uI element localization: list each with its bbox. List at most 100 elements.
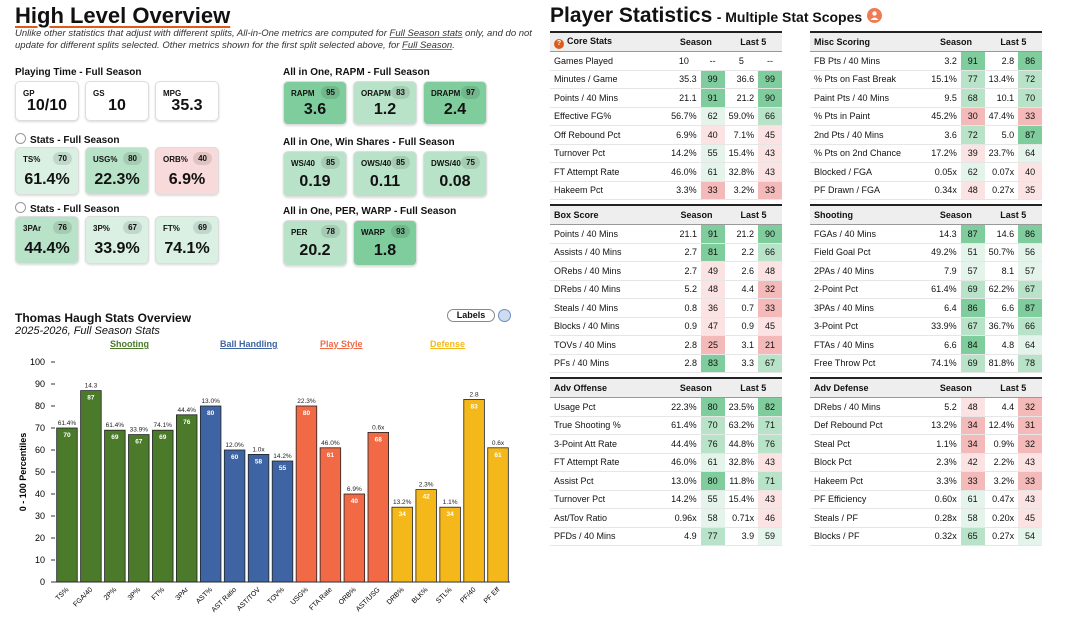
- percentile-cell: 57: [1018, 261, 1042, 281]
- bar-stat-label: 1.1%: [443, 499, 458, 506]
- x-category-label: ORB%: [338, 586, 358, 606]
- card-value: 6.9%: [168, 171, 206, 188]
- row-label: Ast/Tov Ratio: [550, 508, 668, 528]
- percentile-cell: 80: [700, 471, 725, 491]
- person-icon[interactable]: [866, 8, 882, 23]
- col-last5[interactable]: Last 5: [984, 33, 1042, 52]
- bar-stat-label: 0.6x: [492, 440, 505, 447]
- table-row: ORebs / 40 Mins 2.7 49 2.6 48: [550, 261, 782, 281]
- stat-value: 63.2%: [724, 416, 759, 435]
- row-label: Blocks / PF: [810, 527, 928, 546]
- bar-percentile-label: 87: [87, 395, 95, 402]
- percentile-cell: 43: [758, 490, 782, 509]
- percentile-cell: 72: [960, 125, 985, 145]
- x-category-label: STL%: [435, 586, 453, 604]
- percentile-cell: 83: [701, 354, 725, 373]
- labels-toggle[interactable]: Labels: [447, 309, 511, 323]
- legend-defense[interactable]: Defense: [430, 339, 466, 349]
- row-label: True Shooting %: [550, 416, 668, 435]
- table-row: FTAs / 40 Mins 6.6 84 4.8 64: [810, 335, 1042, 355]
- percentile-cell: 91: [701, 224, 725, 244]
- row-label: Field Goal Pct: [810, 243, 928, 262]
- legend-shooting[interactable]: Shooting: [110, 339, 149, 349]
- stat-value: 3.2%: [984, 471, 1019, 491]
- toggle-knob-icon[interactable]: [498, 309, 511, 322]
- stat-value: 59.0%: [724, 107, 759, 126]
- col-last5[interactable]: Last 5: [724, 379, 782, 398]
- stat-value: 74.1%: [927, 354, 961, 373]
- stat-value: 5.2: [668, 280, 701, 299]
- rapm-title: All in One, RAPM - Full Season: [283, 67, 430, 78]
- col-season[interactable]: Season: [667, 379, 725, 398]
- card-value: 0.11: [369, 173, 401, 190]
- table-row: % Pts on 2nd Chance 17.2% 39 23.7% 64: [810, 144, 1042, 163]
- row-label: Off Rebound Pct: [550, 125, 668, 145]
- stat-value: 15.4%: [724, 144, 759, 163]
- percentile-cell: 43: [758, 162, 782, 182]
- card-percentile-badge: 69: [193, 221, 212, 234]
- labels-toggle-label[interactable]: Labels: [447, 309, 495, 322]
- col-season[interactable]: Season: [668, 206, 725, 225]
- col-season[interactable]: Season: [927, 206, 985, 225]
- stat-value: 2.3%: [927, 453, 961, 472]
- stats1-title[interactable]: Stats - Full Season: [15, 133, 119, 146]
- stat-value: 14.3: [927, 224, 961, 244]
- bar-percentile-label: 61: [494, 452, 502, 459]
- table-box-score: Box Score Season Last 5 Points / 40 Mins 21.…: [550, 204, 782, 373]
- row-label: Effective FG%: [550, 107, 668, 126]
- card-value: 44.4%: [24, 240, 70, 257]
- card-percentile-badge: 78: [321, 225, 340, 238]
- card-value: 10/10: [26, 97, 68, 114]
- bar-ast-tov: [247, 454, 270, 583]
- table-row: Assist Pct 13.0% 80 11.8% 71: [550, 471, 782, 491]
- bar-percentile-label: 61: [327, 452, 335, 459]
- bar-percentile-label: 34: [447, 511, 455, 518]
- legend-ball-handling[interactable]: Ball Handling: [220, 339, 278, 349]
- card-value: 22.3%: [94, 171, 140, 188]
- row-label: 3PAs / 40 Mins: [810, 298, 928, 318]
- legend-play-style[interactable]: Play Style: [320, 339, 363, 349]
- percentile-cell: 33: [700, 181, 725, 200]
- row-label: FB Pts / 40 Mins: [810, 51, 928, 71]
- bar-percentile-label: 68: [375, 436, 383, 443]
- table-title-text: Box Score: [554, 210, 599, 220]
- percentile-cell: 34: [960, 434, 985, 454]
- percentile-cell: 80: [700, 397, 725, 417]
- bar-drb-: [391, 506, 413, 583]
- stat-value: 62.2%: [984, 280, 1019, 299]
- table-row: % Pts in Paint 45.2% 30 47.4% 33: [810, 107, 1042, 126]
- bar-percentile-label: 83: [470, 403, 478, 410]
- col-season[interactable]: Season: [927, 379, 985, 398]
- bar-usg-: [295, 405, 318, 583]
- col-season[interactable]: Season: [667, 33, 725, 52]
- stat-value: 4.4: [984, 397, 1019, 417]
- percentile-cell: 91: [960, 51, 985, 71]
- col-last5[interactable]: Last 5: [984, 379, 1042, 398]
- col-last5[interactable]: Last 5: [725, 206, 782, 225]
- stat-value: 36.6: [724, 70, 759, 89]
- card-label: GP: [23, 89, 35, 98]
- row-label: Turnover Pct: [550, 144, 668, 163]
- col-last5[interactable]: Last 5: [984, 206, 1042, 225]
- row-label: 2nd Pts / 40 Mins: [810, 125, 928, 145]
- col-last5[interactable]: Last 5: [724, 33, 782, 52]
- percentile-cell: 51: [960, 243, 985, 262]
- row-label: Hakeem Pct: [550, 181, 668, 200]
- col-season[interactable]: Season: [927, 33, 985, 52]
- card-label: 3P%: [93, 224, 110, 233]
- info-icon[interactable]: ?: [554, 38, 564, 49]
- percentile-cell: 87: [1018, 125, 1042, 145]
- table-row: Turnover Pct 14.2% 55 15.4% 43: [550, 144, 782, 163]
- percentile-cell: --: [758, 51, 782, 71]
- card-label: 3PAr: [23, 224, 42, 233]
- card-label: MPG: [163, 89, 182, 98]
- note-link-full-season-stats[interactable]: Full Season stats: [389, 28, 463, 39]
- note-link-full-season[interactable]: Full Season: [402, 40, 453, 51]
- table-row: Blocks / 40 Mins 0.9 47 0.9 45: [550, 317, 782, 336]
- stat-value: 0.05x: [927, 162, 961, 182]
- x-category-label: AST/TOV: [236, 586, 262, 612]
- row-label: Blocked / FGA: [810, 162, 928, 182]
- stat-value: 5.2: [927, 397, 961, 417]
- stats2-title[interactable]: Stats - Full Season: [15, 202, 119, 215]
- percentile-cell: 99: [758, 70, 782, 89]
